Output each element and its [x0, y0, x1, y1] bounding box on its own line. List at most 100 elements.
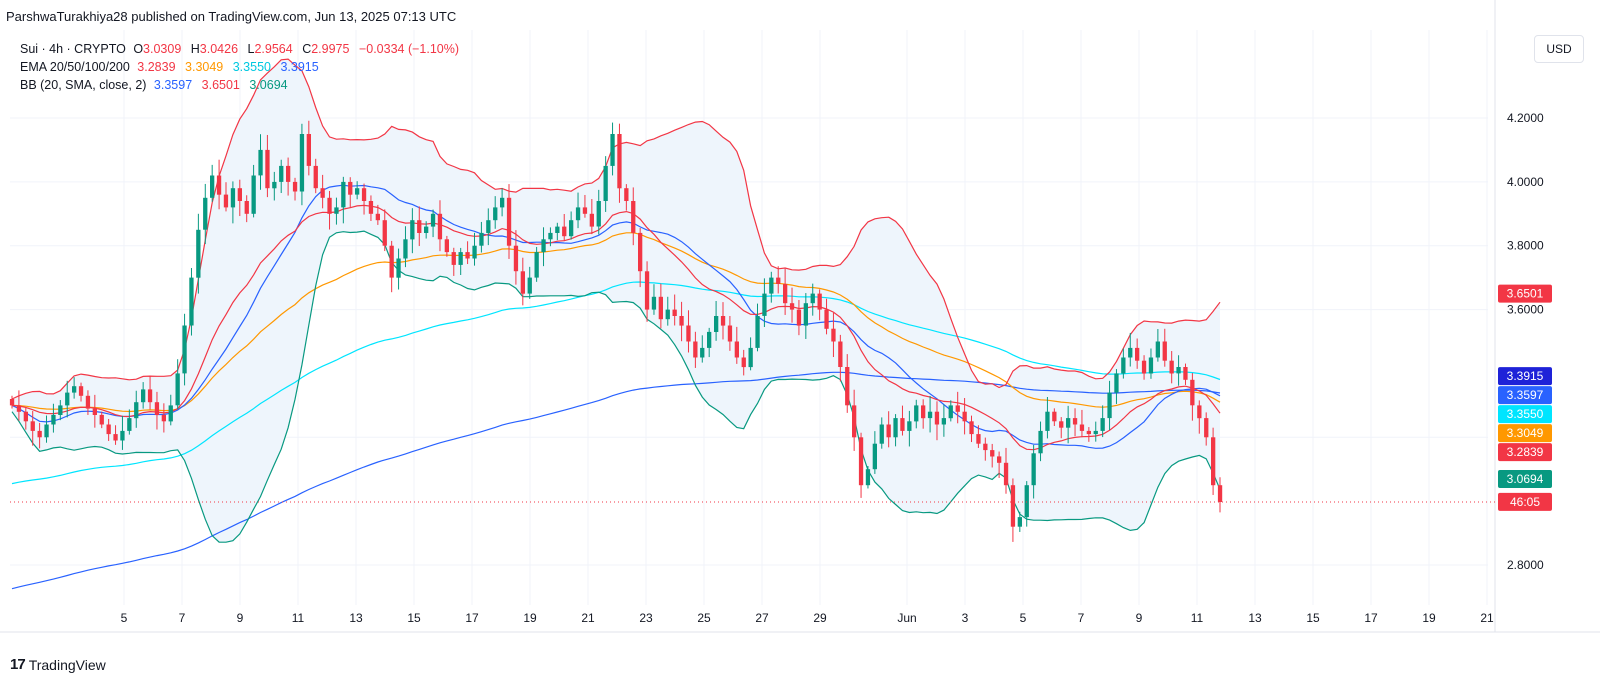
candle-body	[686, 325, 691, 342]
candle-body	[569, 220, 574, 237]
candle-body	[810, 293, 815, 304]
legend: Sui · 4h · CRYPTO O3.0309 H3.0426 L2.956…	[20, 40, 465, 94]
candle-body	[727, 325, 733, 342]
candle-body	[927, 411, 933, 419]
low-label: L	[247, 42, 255, 56]
ema-label[interactable]: EMA 20/50/100/200	[20, 60, 130, 74]
candle-body	[1086, 430, 1091, 435]
candle-body	[582, 207, 588, 214]
candle-body	[237, 188, 242, 201]
price-label-text: 3.3550	[1507, 407, 1544, 421]
candle-body	[286, 165, 291, 182]
bb-basis-value: 3.3597	[153, 78, 193, 92]
candle-body	[610, 134, 615, 166]
candle-body	[527, 277, 532, 294]
candle-body	[265, 149, 270, 189]
candle-body	[589, 213, 594, 227]
x-tick-label: 19	[1422, 611, 1436, 625]
x-tick-label: 17	[1364, 611, 1378, 625]
candle-body	[824, 309, 829, 329]
candle-body	[396, 258, 401, 278]
currency-button[interactable]: USD	[1534, 35, 1584, 63]
candle-body	[113, 434, 118, 441]
candle-body	[500, 197, 505, 208]
candle-body	[486, 220, 491, 233]
candle-body	[327, 197, 332, 214]
price-label-text: 3.2839	[1507, 445, 1544, 459]
candle-body	[37, 430, 42, 438]
y-tick-label: 3.8000	[1507, 239, 1544, 253]
candle-body	[299, 134, 305, 192]
candle-body	[638, 232, 643, 272]
candle-body	[361, 188, 367, 201]
candle-body	[196, 229, 201, 278]
x-tick-label: 21	[581, 611, 595, 625]
candle-body	[72, 386, 77, 393]
candle-body	[9, 399, 15, 406]
y-tick-label: 2.8000	[1507, 558, 1544, 572]
candle-body	[348, 181, 353, 195]
price-label-text: 3.6501	[1507, 287, 1544, 301]
candle-body	[430, 213, 436, 227]
x-tick-label: 19	[523, 611, 537, 625]
open-value: 3.0309	[143, 42, 182, 56]
candle-body	[444, 239, 449, 253]
candle-body	[562, 226, 567, 237]
candle-body	[479, 232, 484, 246]
candle-body	[534, 252, 539, 278]
candle-body	[934, 411, 940, 425]
candle-body	[948, 405, 953, 419]
candle-body	[513, 245, 519, 272]
candle-body	[624, 188, 629, 201]
candle-body	[1045, 411, 1050, 431]
change-value: −0.0334 (−1.10%)	[358, 42, 460, 56]
candle-body	[865, 469, 871, 486]
x-tick-label: 29	[813, 611, 827, 625]
candle-body	[1190, 379, 1195, 406]
bb-upper-line	[11, 58, 1221, 400]
candle-body	[1169, 360, 1174, 374]
x-tick-label: 3	[962, 611, 969, 625]
symbol-label[interactable]: Sui · 4h · CRYPTO	[20, 42, 126, 56]
candle-body	[1211, 437, 1216, 486]
candle-body	[679, 316, 684, 326]
price-label-box	[1498, 284, 1552, 303]
candle-body	[465, 252, 470, 259]
legend-ohlc-row: Sui · 4h · CRYPTO O3.0309 H3.0426 L2.956…	[20, 40, 465, 58]
ema20-value: 3.2839	[137, 60, 176, 74]
candle-body	[603, 165, 608, 201]
candle-body	[368, 201, 374, 214]
candle-body	[776, 277, 781, 284]
candle-body	[1052, 411, 1057, 422]
candle-body	[983, 443, 988, 451]
x-tick-label: 5	[1020, 611, 1027, 625]
candle-body	[838, 341, 843, 367]
candle-body	[306, 134, 311, 166]
legend-ema-row: EMA 20/50/100/200 3.2839 3.3049 3.3550 3…	[20, 58, 465, 76]
candle-body	[313, 165, 318, 189]
footer-brand-text: TradingView	[28, 656, 106, 673]
candle-body	[154, 402, 160, 415]
candle-body	[1114, 373, 1119, 393]
x-tick-label: 7	[179, 611, 186, 625]
candle-body	[914, 405, 919, 422]
bb-label[interactable]: BB (20, SMA, close, 2)	[20, 78, 147, 92]
candle-body	[1217, 485, 1223, 502]
candle-body	[1003, 462, 1009, 486]
candle-body	[410, 220, 415, 240]
price-label-text: 46:05	[1510, 495, 1540, 509]
candle-body	[858, 437, 864, 486]
candle-body	[1017, 517, 1022, 527]
candle-body	[106, 424, 111, 435]
candle-body	[1024, 485, 1029, 518]
candle-body	[555, 226, 560, 233]
price-label-box	[1498, 367, 1552, 386]
candle-body	[1176, 367, 1181, 374]
close-label: C	[302, 42, 312, 56]
candle-body	[1107, 392, 1112, 419]
candle-body	[16, 405, 22, 412]
candle-body	[417, 220, 422, 233]
candle-body	[120, 430, 125, 441]
